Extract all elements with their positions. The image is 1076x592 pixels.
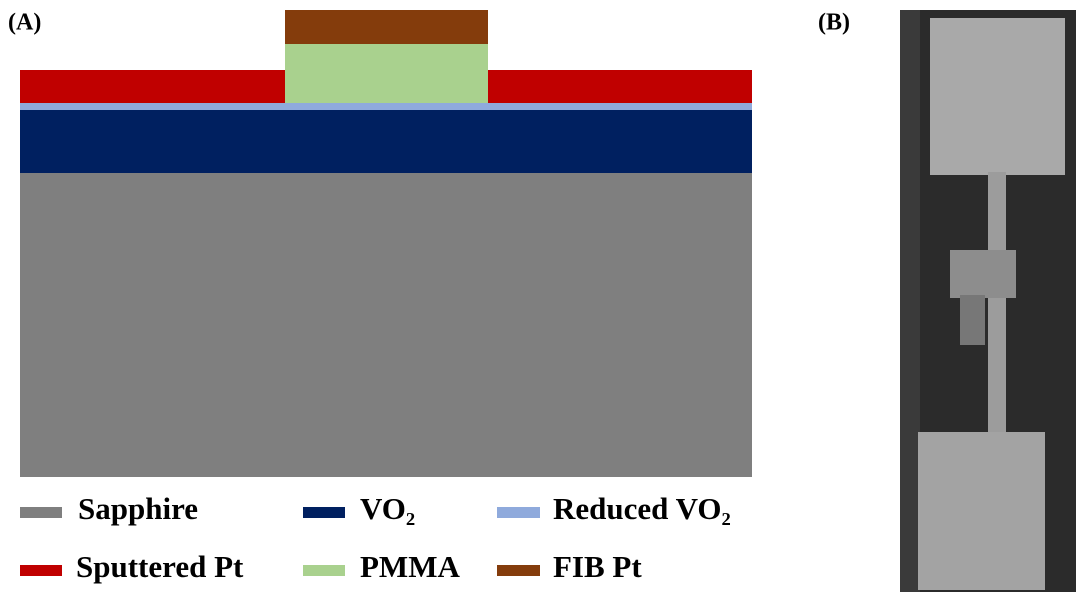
bottom-pad: [918, 432, 1045, 590]
panel-label: (B): [818, 10, 850, 36]
channel: [988, 172, 1006, 434]
micrograph-edge: [900, 10, 920, 592]
sputtered-pt-left: [20, 70, 285, 103]
fib-pt-layer: [285, 10, 488, 44]
legend-swatch: [497, 565, 540, 576]
figure: (A) (B) Sapphire VO₂ Reduced VO₂ Sputter…: [0, 0, 1076, 592]
top-pad: [930, 18, 1065, 175]
legend-swatch: [303, 507, 345, 518]
legend-swatch: [20, 565, 62, 576]
device-block: [950, 250, 1016, 298]
sapphire-layer: [20, 173, 752, 477]
legend-label: VO₂: [360, 491, 415, 526]
vo2-layer: [20, 110, 752, 173]
panel-label: (A): [8, 10, 41, 36]
legend-swatch: [20, 507, 62, 518]
legend: Sapphire VO₂ Reduced VO₂ Sputtered Pt PM…: [20, 491, 731, 584]
legend-swatch: [303, 565, 345, 576]
legend-label: Sapphire: [78, 491, 198, 526]
legend-swatch: [497, 507, 540, 518]
legend-label: Sputtered Pt: [76, 549, 244, 584]
legend-label: PMMA: [360, 549, 460, 584]
page: (A) (B) Sapphire VO₂ Reduced VO₂ Sputter…: [0, 0, 1076, 592]
device-shadow: [960, 295, 985, 345]
sputtered-pt-right: [488, 70, 752, 103]
reduced-vo2-layer: [20, 103, 752, 110]
cross-section: [20, 10, 752, 477]
legend-label: Reduced VO₂: [553, 491, 731, 526]
legend-label: FIB Pt: [553, 549, 642, 584]
micrograph: [900, 10, 1076, 592]
pmma-layer: [285, 44, 488, 103]
